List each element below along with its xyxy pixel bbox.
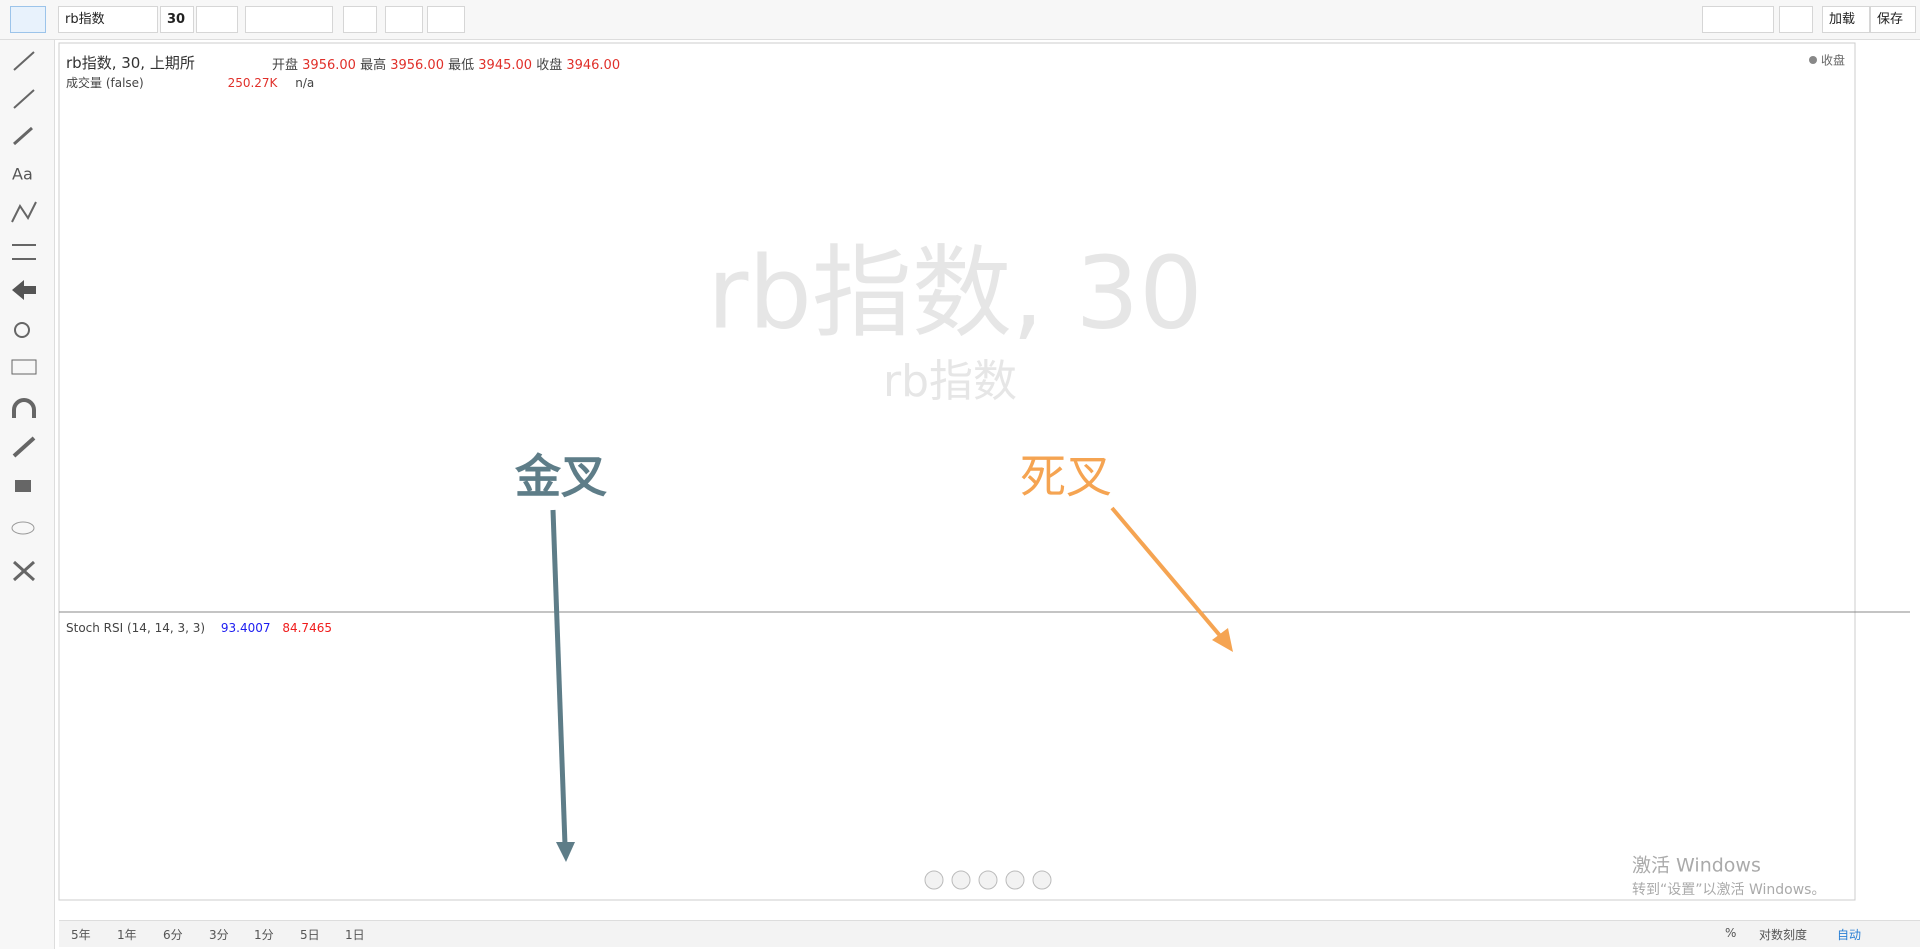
tool-icon[interactable] <box>13 51 35 71</box>
legend-value: 3945.00 <box>478 58 533 73</box>
watermark: rb指数, 30 <box>707 234 1202 351</box>
range-button[interactable]: 6分 <box>163 928 183 942</box>
tool-icon[interactable] <box>12 280 36 300</box>
legend-dot <box>1809 56 1817 64</box>
legend-value: 3956.00 <box>302 58 356 73</box>
tool-icon[interactable] <box>11 521 35 535</box>
legend-label: 最低 <box>448 58 475 73</box>
tool-icon[interactable] <box>12 560 36 582</box>
legend-label: 成交量 (false) <box>66 76 144 90</box>
tool-icon[interactable] <box>12 436 36 458</box>
annotation-arrow <box>1110 506 1224 640</box>
zoom-buttons[interactable] <box>924 870 1052 890</box>
percent-toggle[interactable]: % <box>1725 926 1737 940</box>
tool-icon[interactable] <box>14 322 30 338</box>
compare-button[interactable] <box>427 6 465 33</box>
tool-icon[interactable] <box>11 359 37 375</box>
tool-icon[interactable] <box>12 398 36 418</box>
range-button[interactable]: 1分 <box>254 928 274 942</box>
legend-label: 收盘 <box>536 58 563 73</box>
chart-type-button[interactable] <box>245 6 333 33</box>
tool-icon[interactable]: Aa <box>12 165 33 184</box>
log-toggle[interactable]: 对数刻度 <box>1759 928 1808 942</box>
tool-icon[interactable] <box>15 480 31 492</box>
volume-legend: 成交量 (false) 250.27K n/a <box>66 74 314 91</box>
tool-icon[interactable] <box>11 201 37 223</box>
button[interactable] <box>951 870 971 890</box>
range-button[interactable]: 5年 <box>71 928 91 942</box>
windows-hint: 转到“设置”以激活 Windows。 <box>1632 881 1825 898</box>
series-label: 收盘 <box>1821 53 1845 68</box>
plot-frame <box>58 42 1856 901</box>
legend-value: n/a <box>295 76 315 90</box>
settings-button[interactable] <box>343 6 377 33</box>
range-button[interactable]: 5日 <box>300 928 320 942</box>
save-button[interactable]: 保存 <box>1870 6 1916 33</box>
windows-activate: 激活 Windows <box>1632 855 1761 877</box>
button[interactable] <box>924 870 944 890</box>
bottom-bar: 5年 1年 6分 3分 1分 5日 1日 % 对数刻度 自动 <box>59 920 1920 947</box>
legend-label: 开盘 <box>272 58 299 73</box>
range-button[interactable]: 3分 <box>209 928 229 942</box>
legend-label: Stoch RSI (14, 14, 3, 3) <box>66 621 206 635</box>
crosshair-button[interactable] <box>10 6 46 33</box>
symbol-input[interactable]: rb指数 <box>58 6 158 33</box>
left-toolbar: Aa <box>0 40 55 949</box>
legend-label: 最高 <box>360 58 387 73</box>
arrowhead <box>556 842 575 862</box>
legend-value: 3956.00 <box>390 58 444 73</box>
fullscreen-button[interactable] <box>1779 6 1813 33</box>
annotation: 死叉 <box>1020 450 1112 504</box>
undo-redo[interactable] <box>1702 6 1774 33</box>
stoch-legend: Stoch RSI (14, 14, 3, 3) 93.4007 84.7465 <box>66 621 332 635</box>
menu-button[interactable] <box>196 6 238 33</box>
load-button[interactable]: 加载 <box>1822 6 1870 33</box>
button[interactable] <box>1005 870 1025 890</box>
button[interactable] <box>978 870 998 890</box>
tool-icon[interactable] <box>13 89 35 109</box>
legend-title: rb指数, 30, 上期所 <box>66 54 195 72</box>
top-toolbar: rb指数 30 加载 保存 <box>0 0 1920 40</box>
legend-value: 250.27K <box>227 76 278 90</box>
legend-value: 93.4007 <box>220 621 271 635</box>
annotation: 金叉 <box>514 450 607 504</box>
tool-icons: Aa <box>11 51 37 582</box>
legend-value: 3946.00 <box>566 58 621 73</box>
annotation-arrow <box>550 509 568 846</box>
ohlc-legend: 开盘 3956.00 最高 3956.00 最低 3945.00 收盘 3946… <box>272 54 620 73</box>
button[interactable] <box>1032 870 1052 890</box>
auto-toggle[interactable]: 自动 <box>1837 928 1862 942</box>
indicators-button[interactable] <box>385 6 423 33</box>
range-button[interactable]: 1日 <box>345 928 365 942</box>
legend-value: 84.7465 <box>282 621 332 635</box>
interval-input[interactable]: 30 <box>160 6 194 33</box>
watermark-sub: rb指数 <box>883 356 1017 407</box>
arrowhead <box>1212 628 1233 652</box>
tool-icon[interactable] <box>13 126 33 146</box>
range-button[interactable]: 1年 <box>117 928 137 942</box>
